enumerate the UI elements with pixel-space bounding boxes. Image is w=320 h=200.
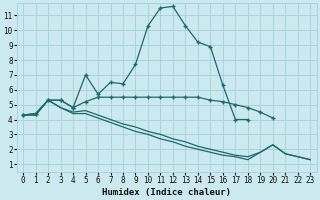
X-axis label: Humidex (Indice chaleur): Humidex (Indice chaleur) [102, 188, 231, 197]
